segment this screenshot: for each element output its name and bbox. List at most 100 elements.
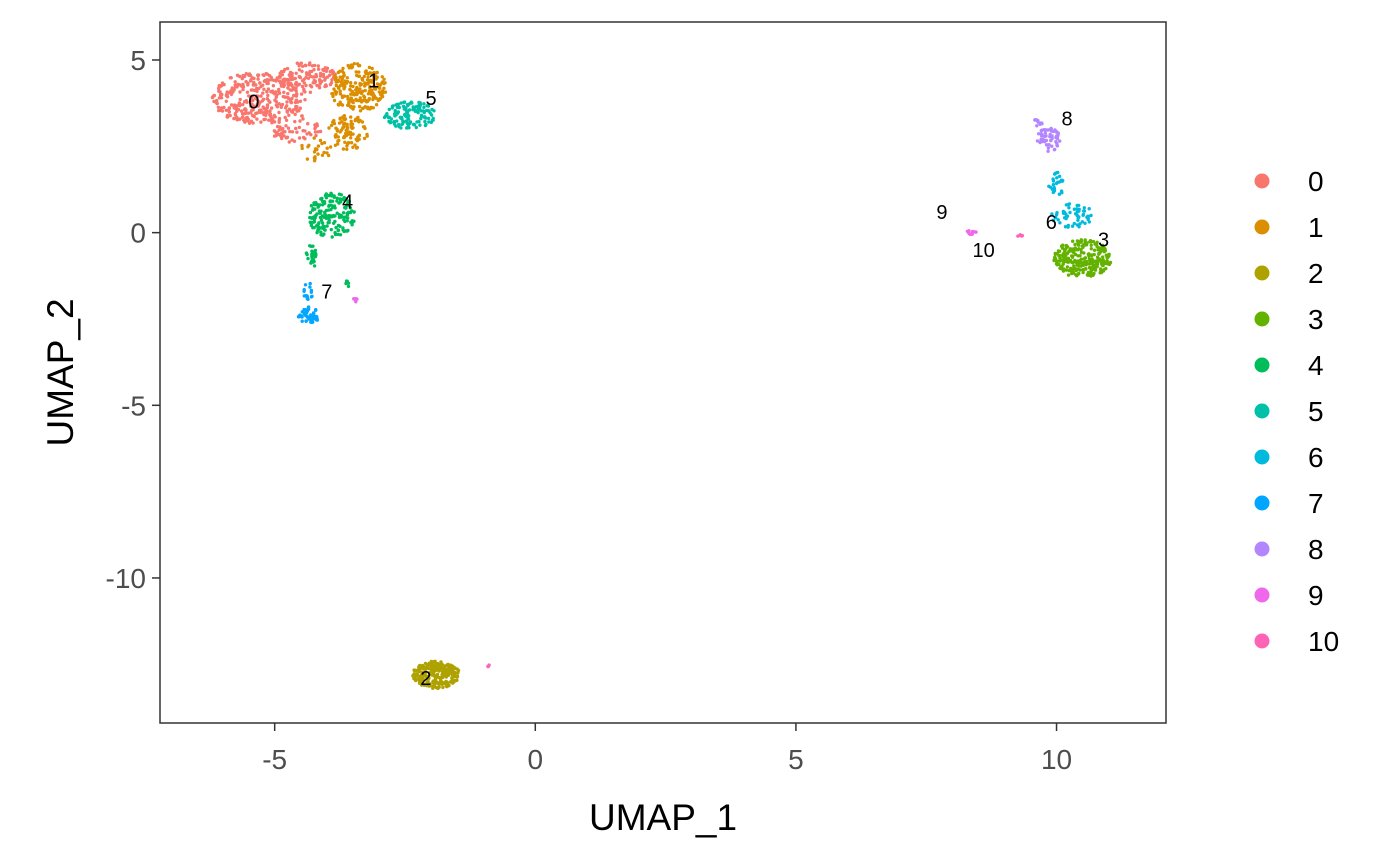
point-cluster-0 [289, 109, 293, 113]
point-cluster-0 [256, 73, 260, 77]
point-cluster-0 [304, 63, 308, 68]
point-cluster-8 [1036, 120, 1040, 124]
point-cluster-1 [332, 87, 336, 91]
point-cluster-0 [237, 101, 242, 105]
point-cluster-0 [295, 109, 299, 113]
point-cluster-4 [308, 220, 312, 224]
point-cluster-3 [1053, 257, 1058, 261]
point-cluster-1 [362, 95, 367, 100]
point-cluster-4 [327, 193, 331, 198]
point-cluster-0 [297, 68, 302, 72]
point-cluster-9 [970, 232, 974, 236]
point-cluster-3 [1064, 244, 1069, 248]
point-cluster-2 [438, 677, 443, 682]
point-cluster-3 [1098, 258, 1103, 262]
point-cluster-3 [1098, 267, 1103, 271]
point-cluster-3 [1073, 266, 1077, 271]
point-cluster-6 [1066, 225, 1070, 229]
point-cluster-1 [305, 157, 310, 161]
point-cluster-0 [288, 129, 292, 134]
point-cluster-8 [1056, 132, 1060, 137]
point-cluster-1 [316, 152, 320, 156]
point-cluster-0 [330, 68, 334, 73]
point-cluster-5 [419, 113, 424, 118]
point-cluster-3 [1105, 259, 1109, 263]
point-cluster-4 [318, 211, 322, 215]
point-cluster-0 [324, 69, 329, 74]
point-cluster-1 [300, 146, 304, 151]
point-cluster-1 [349, 84, 353, 88]
point-cluster-0 [238, 117, 242, 121]
point-cluster-1 [360, 120, 365, 124]
point-cluster-0 [225, 92, 229, 96]
point-cluster-0 [295, 92, 299, 96]
point-cluster-6 [1082, 209, 1086, 213]
point-cluster-6 [1058, 221, 1062, 225]
point-cluster-3 [1102, 261, 1107, 266]
point-cluster-9 [974, 230, 978, 234]
point-cluster-0 [262, 110, 266, 115]
point-cluster-5 [430, 118, 434, 123]
point-cluster-0 [290, 96, 294, 101]
point-cluster-6 [1068, 210, 1072, 215]
point-cluster-0 [293, 76, 297, 81]
point-cluster-0 [235, 83, 239, 87]
point-cluster-0 [244, 80, 248, 84]
point-cluster-3 [1087, 266, 1092, 270]
cluster-label-8: 8 [1061, 109, 1072, 131]
point-cluster-0 [300, 64, 305, 69]
point-cluster-7 [310, 294, 314, 298]
point-cluster-1 [351, 126, 355, 130]
point-cluster-3 [1084, 267, 1088, 271]
point-cluster-1 [357, 63, 361, 68]
point-cluster-0 [235, 104, 239, 108]
point-cluster-3 [1083, 239, 1087, 243]
point-cluster-7 [306, 297, 310, 301]
point-cluster-0 [266, 87, 271, 91]
point-cluster-8 [1049, 129, 1054, 133]
point-cluster-4 [309, 261, 313, 265]
point-cluster-0 [268, 113, 272, 117]
point-cluster-1 [330, 92, 334, 96]
point-cluster-0 [233, 106, 237, 110]
point-cluster-0 [265, 90, 269, 94]
point-cluster-5 [401, 120, 406, 124]
point-cluster-6 [1083, 221, 1087, 225]
y-axis-title: UMAP_2 [40, 298, 81, 446]
point-cluster-1 [342, 114, 347, 118]
point-cluster-5 [407, 108, 412, 112]
point-cluster-0 [249, 94, 253, 99]
point-cluster-7 [310, 320, 314, 324]
point-cluster-0 [259, 94, 263, 98]
point-cluster-1 [327, 126, 331, 130]
point-cluster-0 [278, 75, 282, 80]
point-cluster-6 [1067, 202, 1071, 207]
point-cluster-1 [362, 136, 367, 141]
point-cluster-0 [277, 110, 281, 115]
cluster-label-3: 3 [1098, 230, 1109, 252]
point-cluster-1 [349, 141, 354, 145]
point-cluster-1 [350, 89, 354, 94]
point-cluster-7 [311, 313, 315, 318]
point-cluster-3 [1057, 262, 1061, 267]
point-cluster-7 [305, 314, 309, 318]
legend-label-5: 5 [1308, 396, 1324, 427]
point-cluster-3 [1075, 263, 1079, 267]
legend-label-4: 4 [1308, 350, 1324, 381]
point-cluster-0 [316, 130, 320, 134]
point-cluster-7 [314, 308, 318, 312]
point-cluster-0 [283, 115, 287, 120]
point-cluster-2 [431, 679, 436, 683]
point-cluster-0 [262, 73, 266, 78]
point-cluster-0 [300, 69, 304, 74]
point-cluster-4 [326, 208, 331, 212]
point-cluster-5 [416, 110, 420, 115]
point-cluster-1 [352, 62, 356, 66]
point-cluster-1 [320, 153, 325, 157]
point-cluster-4 [346, 281, 351, 285]
point-cluster-0 [327, 73, 332, 78]
point-cluster-1 [336, 135, 340, 139]
point-cluster-0 [261, 91, 265, 95]
point-cluster-2 [455, 674, 459, 678]
point-cluster-4 [350, 220, 355, 224]
